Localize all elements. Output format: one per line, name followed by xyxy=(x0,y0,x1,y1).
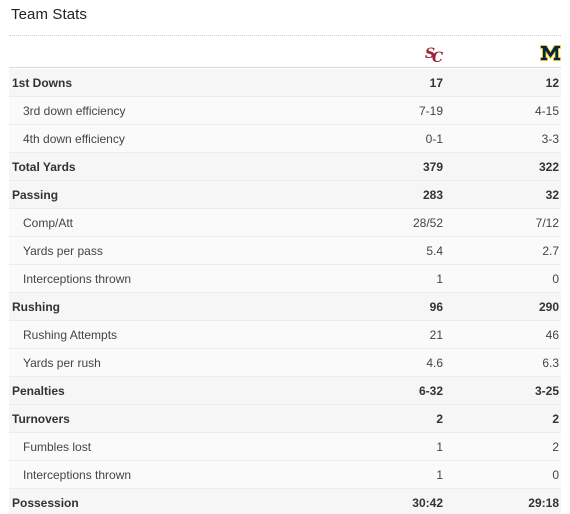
stat-label: Comp/Att xyxy=(23,215,74,230)
stat-label: Passing xyxy=(12,187,59,202)
stat-value-usc: 96 xyxy=(429,299,443,314)
stat-value-usc: 17 xyxy=(429,75,443,90)
stat-value-usc: 30:42 xyxy=(412,495,443,510)
stat-label: 3rd down efficiency xyxy=(23,103,126,118)
stat-label: Possession xyxy=(12,495,79,510)
stat-row: Turnovers 2 2 xyxy=(9,405,561,433)
stat-label: Yards per pass xyxy=(23,243,103,258)
stat-value-michigan: 12 xyxy=(545,75,559,90)
stat-row: Comp/Att 28/52 7/12 xyxy=(9,209,561,237)
stat-row: Total Yards 379 322 xyxy=(9,153,561,181)
stat-row: Yards per rush 4.6 6.3 xyxy=(9,349,561,377)
stat-row: 3rd down efficiency 7-19 4-15 xyxy=(9,97,561,125)
svg-text:S: S xyxy=(425,46,435,62)
team-stats-table: 1st Downs 17 12 3rd down efficiency 7-19 4-15… xyxy=(9,69,561,514)
stat-value-michigan: 290 xyxy=(538,299,559,314)
stat-row: 1st Downs 17 12 xyxy=(9,69,561,97)
stat-row: Interceptions thrown 1 0 xyxy=(9,265,561,293)
stat-value-usc: 1 xyxy=(436,439,443,454)
stat-row: Passing 283 32 xyxy=(9,181,561,209)
stat-value-michigan: 29:18 xyxy=(528,495,559,510)
stat-value-michigan: 2.7 xyxy=(542,243,559,258)
stat-value-usc: 7-19 xyxy=(418,103,443,118)
stat-value-usc: 1 xyxy=(436,467,443,482)
stat-value-usc: 0-1 xyxy=(425,131,443,146)
stat-value-usc: 5.4 xyxy=(426,243,443,258)
stat-label: Interceptions thrown xyxy=(23,271,132,286)
michigan-logo-icon xyxy=(539,42,561,64)
stat-value-michigan: 7/12 xyxy=(535,215,559,230)
stat-value-usc: 283 xyxy=(422,187,443,202)
stat-label: Turnovers xyxy=(12,411,70,426)
stat-label: Total Yards xyxy=(12,159,76,174)
stat-row: Rushing 96 290 xyxy=(9,293,561,321)
stat-value-michigan: 0 xyxy=(552,271,559,286)
stats-header: Team Stats xyxy=(0,0,570,32)
stat-row: Fumbles lost 1 2 xyxy=(9,433,561,461)
stat-value-usc: 21 xyxy=(429,327,443,342)
stat-label: 4th down efficiency xyxy=(23,131,125,146)
stat-label: Penalties xyxy=(12,383,65,398)
stat-value-michigan: 2 xyxy=(552,411,559,426)
page-title: Team Stats xyxy=(11,6,88,23)
stat-value-usc: 6-32 xyxy=(418,383,443,398)
header-divider xyxy=(9,35,561,36)
stat-label: Interceptions thrown xyxy=(23,467,132,482)
stat-value-michigan: 4-15 xyxy=(534,103,559,118)
stat-value-michigan: 46 xyxy=(545,327,559,342)
stat-value-michigan: 32 xyxy=(545,187,559,202)
stat-value-usc: 2 xyxy=(436,411,443,426)
stat-value-michigan: 322 xyxy=(538,159,559,174)
stat-row: Interceptions thrown 1 0 xyxy=(9,461,561,489)
stat-value-michigan: 3-25 xyxy=(534,383,559,398)
stat-label: 1st Downs xyxy=(12,75,73,90)
stat-row: Possession 30:42 29:18 xyxy=(9,489,561,514)
stat-row: Rushing Attempts 21 46 xyxy=(9,321,561,349)
stat-label: Fumbles lost xyxy=(23,439,92,454)
stat-value-michigan: 3-3 xyxy=(541,131,559,146)
stat-row: Yards per pass 5.4 2.7 xyxy=(9,237,561,265)
svg-text:C: C xyxy=(432,50,443,63)
stat-row: Penalties 6-32 3-25 xyxy=(9,377,561,405)
usc-logo-icon: S C xyxy=(421,42,443,64)
stat-value-usc: 28/52 xyxy=(412,215,443,230)
stat-value-usc: 1 xyxy=(436,271,443,286)
stat-label: Rushing Attempts xyxy=(23,327,118,342)
stat-value-usc: 379 xyxy=(422,159,443,174)
stat-value-michigan: 6.3 xyxy=(542,355,559,370)
stat-value-michigan: 0 xyxy=(552,467,559,482)
stat-value-usc: 4.6 xyxy=(426,355,443,370)
team-logos-row: S C xyxy=(9,38,561,68)
stat-label: Yards per rush xyxy=(23,355,101,370)
stat-value-michigan: 2 xyxy=(552,439,559,454)
stat-label: Rushing xyxy=(12,299,60,314)
stat-row: 4th down efficiency 0-1 3-3 xyxy=(9,125,561,153)
